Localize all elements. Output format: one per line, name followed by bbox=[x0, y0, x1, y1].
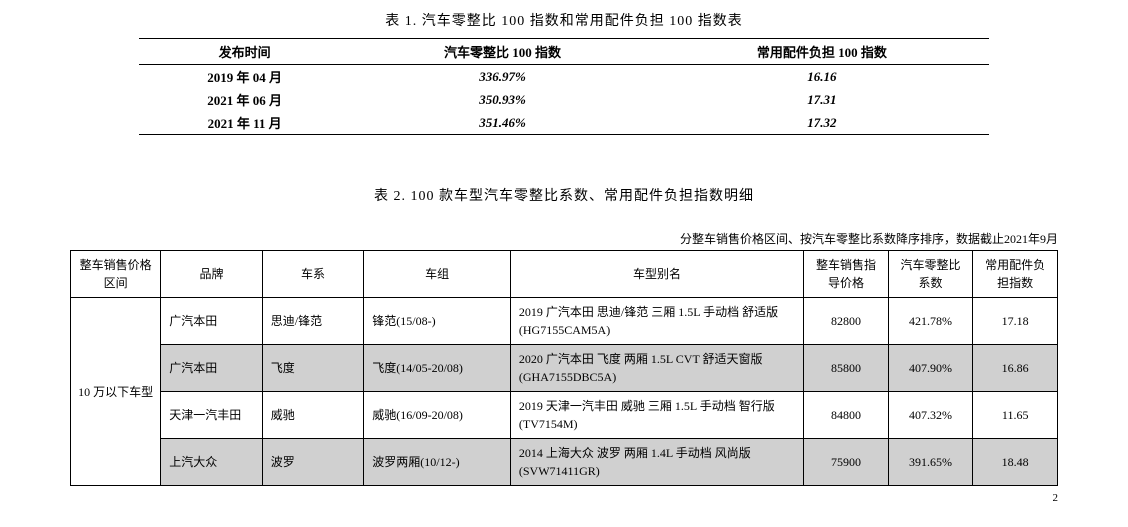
table1-caption: 表 1. 汽车零整比 100 指数和常用配件负担 100 指数表 bbox=[70, 10, 1058, 30]
table-cell: 85800 bbox=[804, 345, 889, 392]
table1-header-ratio: 汽车零整比 100 指数 bbox=[350, 39, 655, 65]
table-cell: 17.32 bbox=[655, 111, 989, 135]
table-cell: 17.31 bbox=[655, 88, 989, 111]
table2-note: 分整车销售价格区间、按汽车零整比系数降序排序，数据截止2021年9月 bbox=[70, 230, 1058, 247]
table-cell: 391.65% bbox=[888, 439, 973, 486]
table-cell: 84800 bbox=[804, 392, 889, 439]
table-cell: 75900 bbox=[804, 439, 889, 486]
table-cell: 16.86 bbox=[973, 345, 1058, 392]
table-cell: 飞度 bbox=[262, 345, 364, 392]
table2-header-brand: 品牌 bbox=[161, 251, 263, 298]
table-cell: 407.32% bbox=[888, 392, 973, 439]
table1-header-time: 发布时间 bbox=[139, 39, 350, 65]
table-cell: 16.16 bbox=[655, 65, 989, 89]
table-cell: 2021 年 11 月 bbox=[139, 111, 350, 135]
table-cell: 2020 广汽本田 飞度 两厢 1.5L CVT 舒适天窗版(GHA7155DB… bbox=[510, 345, 803, 392]
table2-header-alias: 车型别名 bbox=[510, 251, 803, 298]
page-number: 2 bbox=[70, 492, 1058, 504]
table-cell: 421.78% bbox=[888, 298, 973, 345]
table1-header-parts: 常用配件负担 100 指数 bbox=[655, 39, 989, 65]
table-row: 2021 年 06 月350.93%17.31 bbox=[139, 88, 989, 111]
table-cell: 11.65 bbox=[973, 392, 1058, 439]
table-cell: 351.46% bbox=[350, 111, 655, 135]
table-cell: 336.97% bbox=[350, 65, 655, 89]
table-cell: 18.48 bbox=[973, 439, 1058, 486]
table-cell: 2019 年 04 月 bbox=[139, 65, 350, 89]
table-row: 2021 年 11 月351.46%17.32 bbox=[139, 111, 989, 135]
table-cell: 2014 上海大众 波罗 两厢 1.4L 手动档 风尚版(SVW71411GR) bbox=[510, 439, 803, 486]
table2-body: 10 万以下车型广汽本田思迪/锋范锋范(15/08-)2019 广汽本田 思迪/… bbox=[71, 298, 1058, 486]
table-cell: 407.90% bbox=[888, 345, 973, 392]
table2-header-parts: 常用配件负担指数 bbox=[973, 251, 1058, 298]
table-cell: 上汽大众 bbox=[161, 439, 263, 486]
table-cell: 2019 天津一汽丰田 威驰 三厢 1.5L 手动档 智行版(TV7154M) bbox=[510, 392, 803, 439]
table-cell: 2019 广汽本田 思迪/锋范 三厢 1.5L 手动档 舒适版(HG7155CA… bbox=[510, 298, 803, 345]
detail-table: 整车销售价格区间 品牌 车系 车组 车型别名 整车销售指导价格 汽车零整比系数 … bbox=[70, 250, 1058, 486]
table-cell: 威驰(16/09-20/08) bbox=[364, 392, 511, 439]
table2-header-group: 车组 bbox=[364, 251, 511, 298]
table-cell: 天津一汽丰田 bbox=[161, 392, 263, 439]
table-row: 上汽大众波罗波罗两厢(10/12-)2014 上海大众 波罗 两厢 1.4L 手… bbox=[71, 439, 1058, 486]
table-cell: 82800 bbox=[804, 298, 889, 345]
table-cell: 17.18 bbox=[973, 298, 1058, 345]
price-range-cell: 10 万以下车型 bbox=[71, 298, 161, 486]
table-cell: 350.93% bbox=[350, 88, 655, 111]
table-cell: 2021 年 06 月 bbox=[139, 88, 350, 111]
table1-body: 2019 年 04 月336.97%16.162021 年 06 月350.93… bbox=[139, 65, 989, 135]
table-row: 2019 年 04 月336.97%16.16 bbox=[139, 65, 989, 89]
index-table: 发布时间 汽车零整比 100 指数 常用配件负担 100 指数 2019 年 0… bbox=[139, 38, 989, 135]
table-row: 广汽本田飞度飞度(14/05-20/08)2020 广汽本田 飞度 两厢 1.5… bbox=[71, 345, 1058, 392]
table-cell: 飞度(14/05-20/08) bbox=[364, 345, 511, 392]
table-cell: 锋范(15/08-) bbox=[364, 298, 511, 345]
table2-caption: 表 2. 100 款车型汽车零整比系数、常用配件负担指数明细 bbox=[70, 185, 1058, 205]
table-cell: 威驰 bbox=[262, 392, 364, 439]
table-cell: 波罗两厢(10/12-) bbox=[364, 439, 511, 486]
table2-header-series: 车系 bbox=[262, 251, 364, 298]
table2-header-price: 整车销售指导价格 bbox=[804, 251, 889, 298]
table-cell: 思迪/锋范 bbox=[262, 298, 364, 345]
table-cell: 波罗 bbox=[262, 439, 364, 486]
table2-header-range: 整车销售价格区间 bbox=[71, 251, 161, 298]
table2-header-ratio: 汽车零整比系数 bbox=[888, 251, 973, 298]
table-cell: 广汽本田 bbox=[161, 298, 263, 345]
table-cell: 广汽本田 bbox=[161, 345, 263, 392]
table-row: 天津一汽丰田威驰威驰(16/09-20/08)2019 天津一汽丰田 威驰 三厢… bbox=[71, 392, 1058, 439]
table-row: 10 万以下车型广汽本田思迪/锋范锋范(15/08-)2019 广汽本田 思迪/… bbox=[71, 298, 1058, 345]
